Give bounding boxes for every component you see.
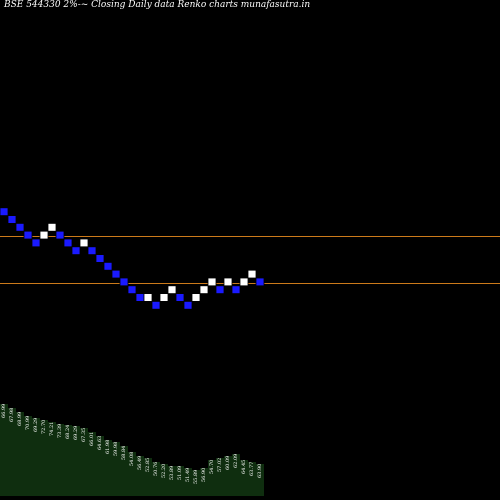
price-label: 56.90 xyxy=(201,468,207,482)
renko-brick-up xyxy=(167,285,177,294)
renko-brick-down xyxy=(71,246,81,256)
renko-brick-down xyxy=(0,207,9,217)
renko-brick-down xyxy=(231,285,241,294)
price-label: 61.98 xyxy=(105,440,111,454)
renko-brick-up xyxy=(247,269,257,279)
renko-brick-up xyxy=(207,277,217,287)
price-label: 51.09 xyxy=(177,466,183,480)
price-label: 67.98 xyxy=(9,408,15,422)
price-label: 66.99 xyxy=(1,404,7,418)
price-label: 72.70 xyxy=(41,420,47,434)
price-label: 68.99 xyxy=(17,412,23,426)
price-label: 66.01 xyxy=(89,432,95,446)
price-label: 52.85 xyxy=(145,458,151,472)
price-label: 56.49 xyxy=(137,456,143,470)
price-label: 73.39 xyxy=(57,424,63,438)
price-label: 68.24 xyxy=(65,425,71,439)
chart-title: BSE 544330 2%-~ Closing Daily data Renko… xyxy=(4,0,311,10)
price-label: 51.49 xyxy=(185,468,191,482)
price-label: 50.76 xyxy=(153,462,159,476)
renko-brick-down xyxy=(255,277,265,287)
renko-brick-up xyxy=(39,230,49,240)
price-label: 70.99 xyxy=(25,416,31,430)
price-label: 57.02 xyxy=(217,458,223,472)
renko-brick-down xyxy=(103,261,113,271)
renko-brick-down xyxy=(55,230,65,240)
price-label: 69.29 xyxy=(73,426,79,440)
price-label: 69.29 xyxy=(33,418,39,432)
renko-brick-down xyxy=(7,215,17,224)
renko-brick-up xyxy=(79,238,89,248)
renko-brick-down xyxy=(135,293,145,302)
price-label: 74.21 xyxy=(49,422,55,436)
renko-brick-up xyxy=(191,293,201,302)
renko-brick-down xyxy=(87,246,97,256)
renko-brick-up xyxy=(143,293,153,302)
price-label: 52.20 xyxy=(161,464,167,478)
renko-brick-down xyxy=(175,293,185,302)
price-label: 63.90 xyxy=(257,464,263,478)
renko-brick-down xyxy=(95,254,105,263)
renko-brick-down xyxy=(111,269,121,279)
price-label: 64.63 xyxy=(97,436,103,450)
renko-brick-down xyxy=(127,285,137,294)
price-label: 63.77 xyxy=(249,462,255,476)
renko-brick-up xyxy=(47,222,57,232)
renko-brick-down xyxy=(15,222,25,232)
price-label: 58.84 xyxy=(121,446,127,460)
price-label: 64.45 xyxy=(241,460,247,474)
price-label: 62.09 xyxy=(233,454,239,468)
price-label: 60.09 xyxy=(225,456,231,470)
price-label: 53.89 xyxy=(169,466,175,480)
volume-area xyxy=(0,404,264,496)
price-labels: 66.99 67.98 68.99 70.99 69.29 72.70 74.21 73.39… xyxy=(1,404,263,484)
renko-brick-down xyxy=(23,230,33,240)
volume-area-path xyxy=(0,404,264,496)
price-label: 59.98 xyxy=(113,442,119,456)
renko-brick-down xyxy=(31,238,41,248)
renko-brick-down xyxy=(119,277,129,287)
renko-brick-up xyxy=(199,285,209,294)
price-label: 54.70 xyxy=(209,460,215,474)
renko-brick-down xyxy=(151,300,161,310)
renko-brick-up xyxy=(159,293,169,302)
renko-brick-up xyxy=(223,277,233,287)
renko-brick-down xyxy=(183,300,193,310)
renko-bricks xyxy=(0,207,265,310)
price-label: 55.89 xyxy=(193,470,199,484)
renko-brick-down xyxy=(215,285,225,294)
renko-brick-down xyxy=(63,238,73,248)
price-label: 67.35 xyxy=(81,428,87,442)
renko-brick-up xyxy=(239,277,249,287)
price-label: 54.08 xyxy=(129,452,135,466)
